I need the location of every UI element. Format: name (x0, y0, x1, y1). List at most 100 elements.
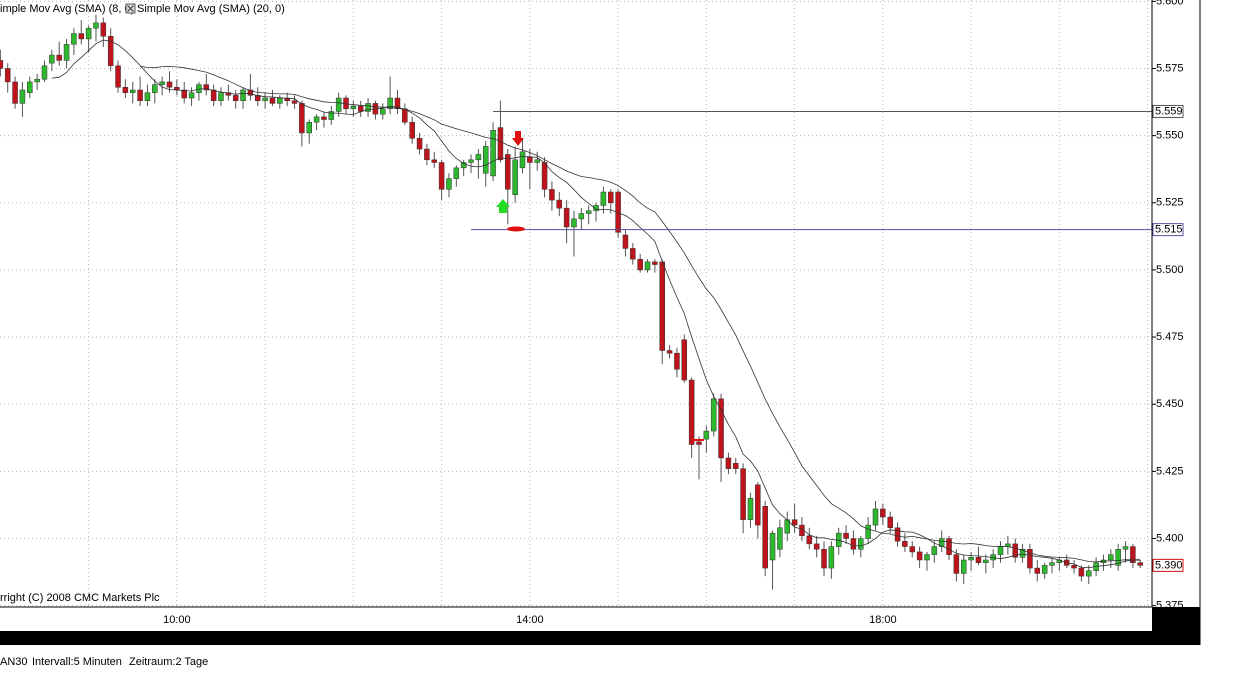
candle-body (997, 546, 1004, 555)
candle-body (1071, 565, 1077, 569)
legend-icon (127, 5, 134, 12)
candle-body (644, 261, 651, 271)
candle-body (240, 89, 246, 101)
candle-body (438, 162, 445, 190)
candle-body (107, 36, 114, 67)
candle-body (210, 89, 217, 101)
y-tick-label: 5.475 (1156, 331, 1184, 343)
candle-body (718, 398, 724, 459)
candle-body (1027, 549, 1033, 569)
candle-body (56, 54, 62, 61)
candle-body (350, 105, 357, 110)
candle-body (115, 65, 121, 88)
candle-body (527, 156, 533, 163)
candle-body (740, 468, 746, 520)
moving-average (140, 65, 1141, 563)
candle-body (710, 398, 717, 432)
candle-body (946, 538, 952, 555)
candle-body (387, 97, 393, 110)
y-tick-label: 5.525 (1156, 197, 1184, 209)
candle-body (733, 463, 739, 469)
candle-body (703, 430, 710, 440)
candle-body (321, 116, 327, 120)
candle-body (468, 159, 474, 163)
candle-body (0, 60, 4, 69)
candle-body (306, 121, 312, 134)
price-axis (1152, 0, 1200, 607)
y-tick-label: 5.575 (1156, 62, 1184, 74)
candle-body (696, 441, 702, 445)
candle-body (380, 108, 386, 115)
candle-body (78, 33, 85, 40)
candle-body (549, 189, 555, 201)
candle-body (755, 484, 761, 526)
candle-body (813, 543, 820, 550)
candle-body (865, 524, 871, 539)
buy-arrow (496, 199, 510, 213)
candle-body (791, 519, 798, 526)
candle-body (269, 97, 276, 104)
candle-body (821, 549, 827, 569)
candle-body (505, 154, 511, 190)
candle-body (19, 89, 26, 104)
candle-body (460, 162, 467, 169)
candle-body (960, 559, 967, 574)
price-label-box (1152, 104, 1184, 118)
status-interval: Intervall:5 Minuten (32, 656, 122, 668)
candle-body (600, 191, 607, 206)
price-label: 5.515 (1155, 224, 1183, 236)
candle-body (232, 95, 239, 101)
y-tick-label: 5.600 (1156, 0, 1184, 7)
grid (0, 0, 1156, 607)
candle-body (34, 78, 40, 83)
x-tick-label: 10:00 (163, 614, 191, 626)
candle-body (1137, 562, 1143, 566)
y-tick-label: 5.500 (1156, 264, 1184, 276)
candle-body (1034, 567, 1041, 574)
time-axis (0, 607, 1152, 631)
candle-body (799, 524, 805, 537)
candle-body (968, 557, 974, 561)
candle-body (909, 546, 916, 553)
y-tick-label: 5.400 (1156, 532, 1184, 544)
candle-body (71, 33, 77, 45)
candle-body (1130, 546, 1136, 563)
candle-body (578, 213, 585, 220)
candle-body (159, 81, 165, 85)
candle-body (924, 554, 930, 561)
candle-body (534, 159, 540, 163)
candle-body (122, 87, 129, 93)
candle-body (777, 527, 783, 550)
x-tick-label: 18:00 (869, 614, 897, 626)
candle-body (181, 89, 187, 99)
candle-body (446, 178, 452, 190)
candle-body (880, 508, 886, 518)
candle-body (365, 103, 371, 112)
candle-body (1012, 543, 1018, 558)
price-label-box (1152, 223, 1184, 237)
candle-body (652, 261, 658, 265)
status-symbol: AN30 (0, 656, 28, 668)
candle-body (585, 210, 592, 214)
candle-body (49, 54, 55, 64)
candle-body (953, 554, 960, 574)
y-tick-label: 5.550 (1156, 130, 1184, 142)
candle-body (93, 22, 99, 29)
plot-area (0, 0, 1152, 607)
candle-body (563, 207, 570, 228)
margin (1200, 0, 1244, 645)
candle-body (1086, 570, 1092, 577)
candle-body (916, 551, 923, 561)
candle-body (850, 538, 857, 550)
candle-body (490, 130, 496, 177)
candle-body (218, 92, 224, 101)
candle-body (806, 535, 813, 545)
candle-body (938, 538, 945, 547)
candle-body (41, 65, 48, 80)
candle-body (262, 97, 268, 101)
candle-body (357, 105, 364, 112)
candle-body (541, 162, 548, 190)
candle-body (828, 546, 835, 569)
moving-average (51, 39, 1141, 569)
